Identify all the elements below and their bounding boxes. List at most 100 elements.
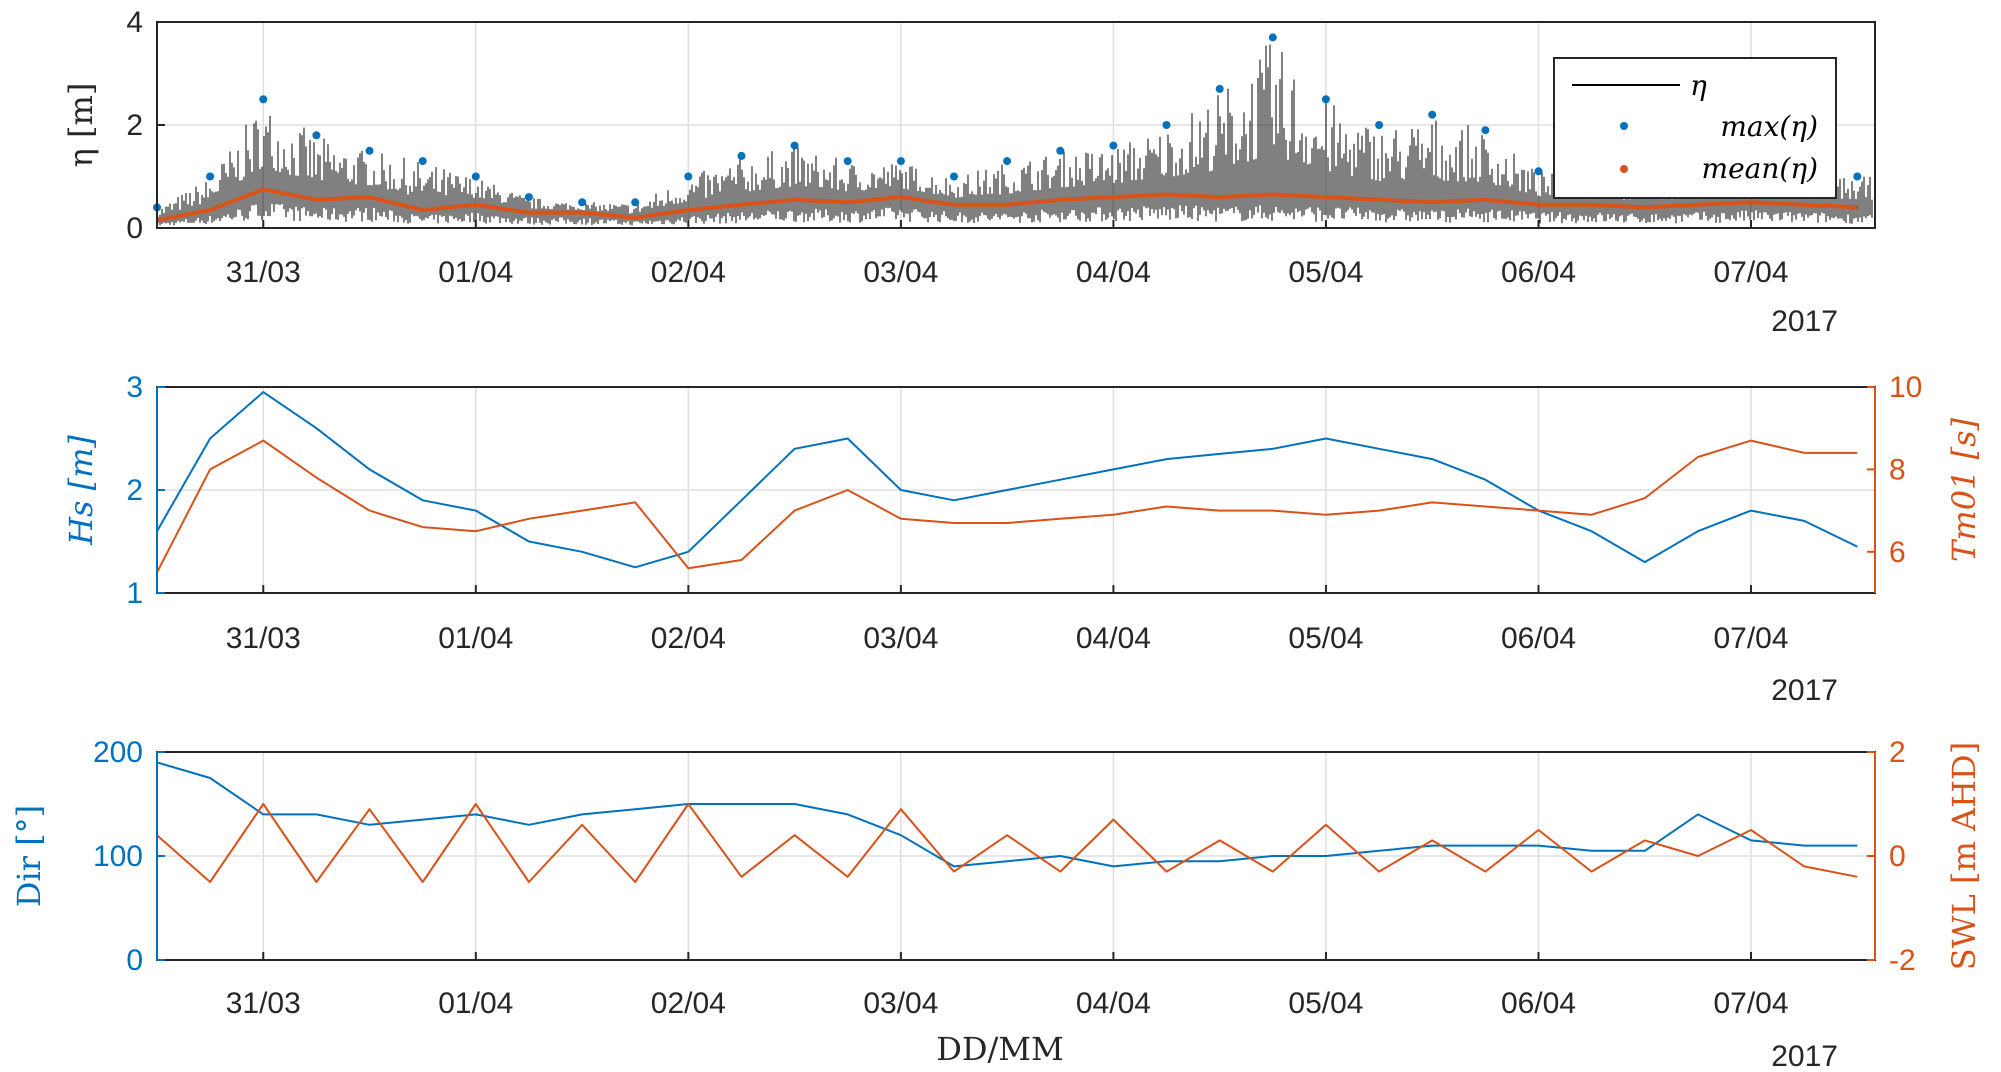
max-eta-point xyxy=(1375,121,1384,129)
left-y-axis-label: Hs [m] xyxy=(62,435,100,546)
x-tick-label: 06/04 xyxy=(1501,256,1576,289)
max-eta-point xyxy=(1321,95,1330,104)
y-tick-label: 1 xyxy=(126,577,143,610)
x-tick-label: 07/04 xyxy=(1713,256,1788,289)
max-eta-point xyxy=(1003,157,1012,166)
x-tick-label: 02/04 xyxy=(651,256,726,289)
series-layer xyxy=(156,391,1858,573)
y-tick-label: 2 xyxy=(126,109,143,142)
left-y-tick-labels: 0 100 200 xyxy=(93,736,165,977)
x-tick-label: 06/04 xyxy=(1501,622,1576,655)
x-tick-label: 05/04 xyxy=(1288,256,1363,289)
right-y-tick-label: 0 xyxy=(1889,840,1906,873)
y-tick-label: 4 xyxy=(126,6,143,39)
max-eta-point xyxy=(896,157,905,166)
x-tick-label: 31/03 xyxy=(226,987,301,1020)
x-tick-label: 06/04 xyxy=(1501,987,1576,1020)
max-eta-point xyxy=(312,131,321,140)
x-tick-label: 05/04 xyxy=(1288,622,1363,655)
x-tick-label: 04/04 xyxy=(1076,987,1151,1020)
year-label: 2017 xyxy=(1771,674,1838,707)
max-eta-point xyxy=(1428,110,1437,119)
max-eta-point xyxy=(790,141,799,150)
left-y-tick-labels: 1 2 3 xyxy=(126,371,165,610)
x-tick-labels: 31/03 01/04 02/04 03/04 04/04 05/04 06/04 07/04 xyxy=(226,952,1789,1020)
y-tick-label: 200 xyxy=(93,736,143,769)
y-tick-label: 2 xyxy=(126,474,143,507)
max-eta-point xyxy=(950,172,958,181)
series-line-swl xyxy=(156,803,1858,883)
year-label: 2017 xyxy=(1771,305,1838,338)
x-tick-label: 01/04 xyxy=(438,987,513,1020)
right-y-tick-label: -2 xyxy=(1889,944,1916,977)
max-eta-point xyxy=(524,193,533,202)
legend-label-max: max(η) xyxy=(1720,110,1818,143)
y-tick-label: 3 xyxy=(126,371,143,404)
x-tick-label: 04/04 xyxy=(1076,256,1151,289)
x-tick-label: 02/04 xyxy=(651,987,726,1020)
right-y-tick-labels: 6 8 10 xyxy=(1867,371,1922,569)
x-tick-label: 01/04 xyxy=(438,622,513,655)
max-eta-point xyxy=(259,95,268,104)
y-tick-label: 0 xyxy=(126,212,143,245)
max-eta-point xyxy=(737,151,746,160)
max-eta-point xyxy=(206,172,215,181)
series-line-hs xyxy=(156,391,1858,569)
max-eta-point xyxy=(578,198,587,207)
x-tick-label: 03/04 xyxy=(863,256,938,289)
max-eta-point xyxy=(631,198,640,207)
legend-label-eta: η xyxy=(1690,69,1707,102)
x-tick-labels: 31/03 01/04 02/04 03/04 04/04 05/04 06/04 07/04 xyxy=(226,585,1789,655)
series-layer xyxy=(156,761,1858,883)
right-y-tick-label: 6 xyxy=(1889,536,1906,569)
x-tick-label: 01/04 xyxy=(438,256,513,289)
x-axis-label: DD/MM xyxy=(936,1030,1064,1068)
x-tick-label: 07/04 xyxy=(1713,987,1788,1020)
panel-eta: 31/03 01/04 02/04 03/04 04/04 05/04 06/04 07/04… xyxy=(62,6,1876,338)
x-tick-label: 07/04 xyxy=(1713,622,1788,655)
legend-box xyxy=(1553,57,1837,199)
legend: η max(η) mean(η) xyxy=(1553,57,1837,199)
max-eta-point xyxy=(1109,141,1118,150)
series-line-mean xyxy=(156,187,1858,223)
max-eta-point xyxy=(843,157,852,166)
year-label: 2017 xyxy=(1771,1040,1838,1072)
right-y-tick-label: 2 xyxy=(1889,736,1906,769)
max-eta-point xyxy=(1162,121,1171,129)
x-tick-label: 31/03 xyxy=(226,256,301,289)
max-eta-point xyxy=(365,146,374,155)
x-tick-labels: 31/03 01/04 02/04 03/04 04/04 05/04 06/04 07/04 xyxy=(226,220,1789,289)
left-y-axis-label: Dir [°] xyxy=(10,805,48,907)
max-eta-point xyxy=(1534,167,1543,176)
legend-label-mean: mean(η) xyxy=(1702,152,1818,185)
max-eta-point xyxy=(1268,33,1277,42)
right-y-tick-label: 10 xyxy=(1889,371,1922,404)
x-tick-label: 03/04 xyxy=(863,987,938,1020)
y-tick-label: 100 xyxy=(93,840,143,873)
series-line-dir xyxy=(156,761,1858,868)
y-tick-labels: 0 2 4 xyxy=(126,6,165,245)
panel-hs-tm01: 31/03 01/04 02/04 03/04 04/04 05/04 06/04 07/04… xyxy=(62,371,1983,707)
right-y-tick-labels: -2 0 2 xyxy=(1867,736,1916,977)
x-tick-label: 31/03 xyxy=(226,622,301,655)
x-tick-label: 02/04 xyxy=(651,622,726,655)
max-eta-point xyxy=(1056,146,1065,155)
max-eta-point xyxy=(471,172,480,181)
x-tick-label: 05/04 xyxy=(1288,987,1363,1020)
max-eta-point xyxy=(1215,84,1224,93)
x-tick-label: 04/04 xyxy=(1076,622,1151,655)
max-eta-point xyxy=(684,172,693,181)
grid xyxy=(157,387,1875,593)
max-eta-point xyxy=(418,157,427,166)
grid xyxy=(157,752,1875,960)
max-eta-point xyxy=(1481,126,1490,135)
y-axis-label: η [m] xyxy=(62,83,100,168)
right-y-tick-label: 8 xyxy=(1889,453,1906,486)
right-y-axis-label: Tm01 [s] xyxy=(1945,418,1983,562)
right-y-axis-label: SWL [m AHD] xyxy=(1945,742,1983,970)
panel-dir-swl: 31/03 01/04 02/04 03/04 04/04 05/04 06/04 07/04… xyxy=(10,736,1983,1072)
x-tick-label: 03/04 xyxy=(863,622,938,655)
y-tick-label: 0 xyxy=(126,944,143,977)
series-line-tm01 xyxy=(156,439,1858,573)
